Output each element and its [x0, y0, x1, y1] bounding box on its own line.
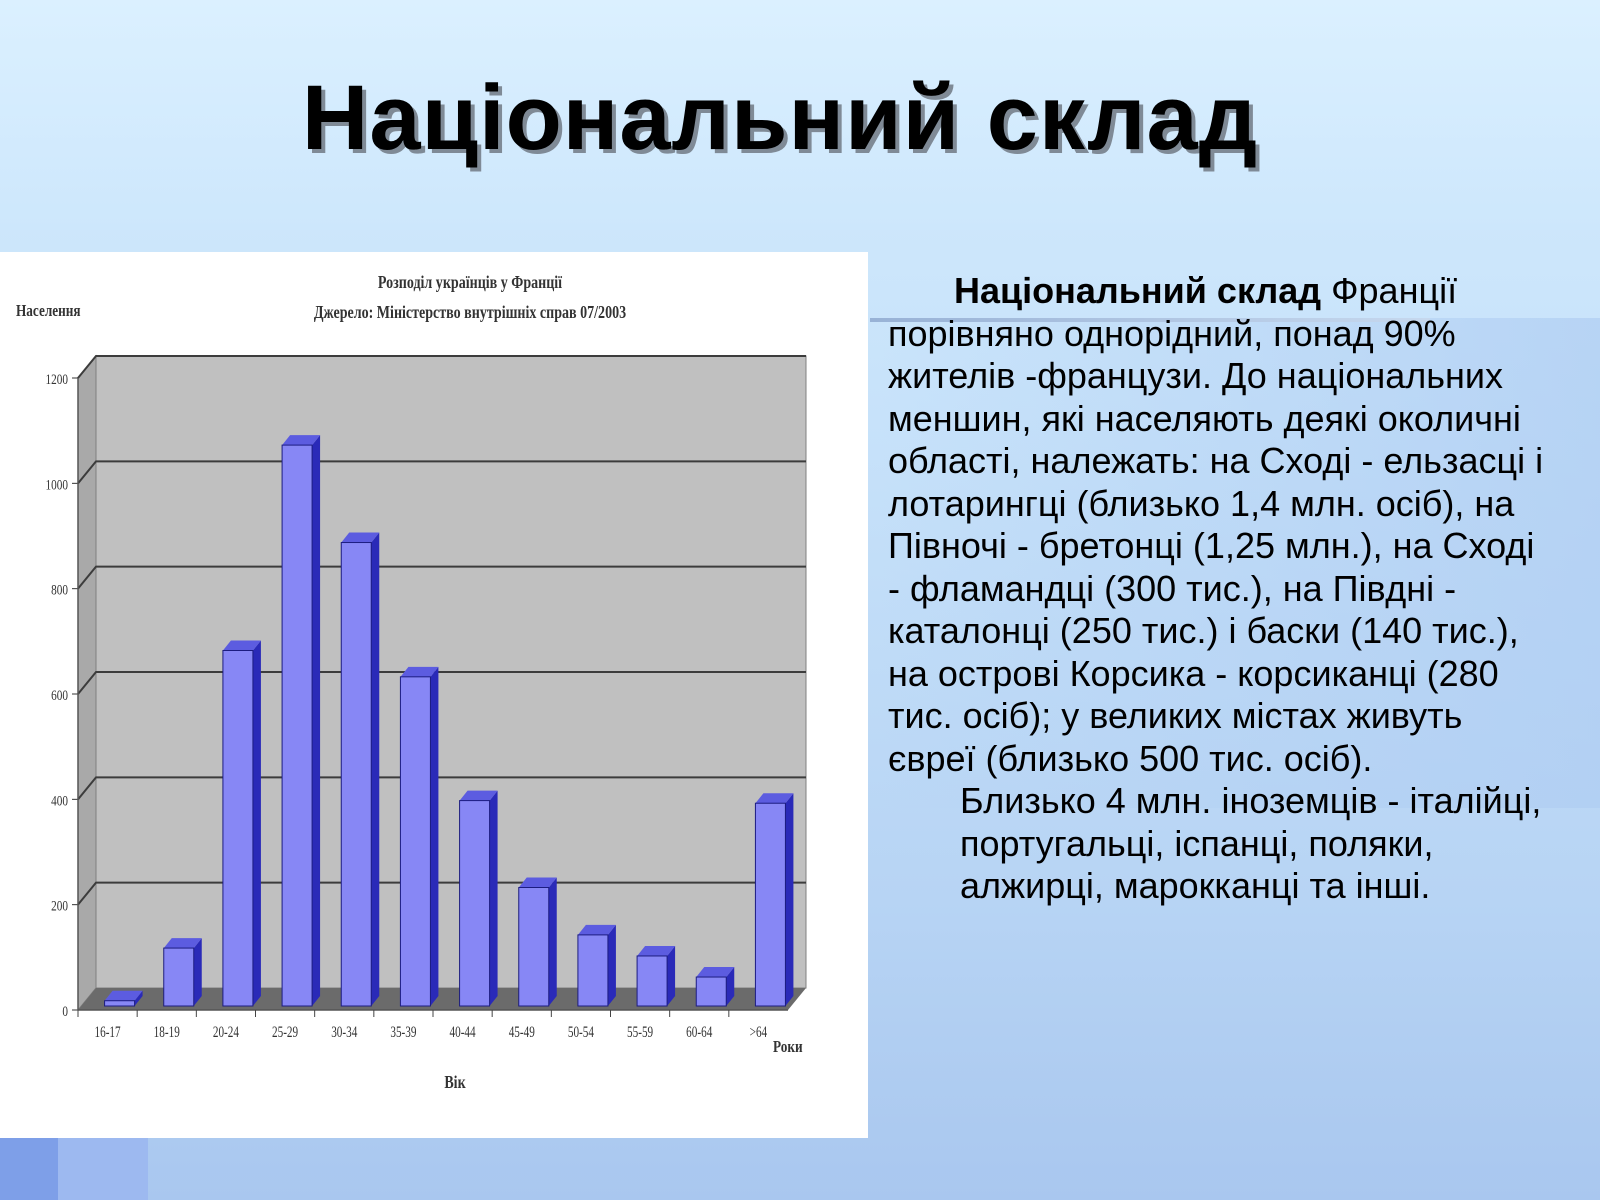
header-band — [0, 0, 1600, 230]
x-tick-label: 40-44 — [450, 1023, 476, 1040]
y-tick-label: 800 — [51, 581, 68, 598]
bar — [459, 800, 491, 1007]
bar — [518, 887, 550, 1007]
bar-top — [577, 924, 616, 935]
bar — [163, 947, 195, 1007]
gridline — [77, 671, 806, 695]
slide-title: Національний склад — [301, 67, 1259, 169]
y-tick-label: 600 — [51, 686, 68, 703]
y-tick-label: 0 — [62, 1002, 68, 1019]
x-tick-label: >64 — [750, 1023, 768, 1040]
x-tick-label: 45-49 — [509, 1023, 535, 1040]
bar-top — [459, 790, 498, 801]
x-tick-label: 35-39 — [390, 1023, 416, 1040]
bar-top — [400, 666, 439, 677]
bar-side — [607, 924, 616, 1006]
bar-side — [193, 938, 202, 1006]
bar — [754, 802, 786, 1007]
bar — [222, 650, 254, 1007]
chart-panel: 0 200 400 600 800 1000 1200 16-17 18-19 20-24 25-2… — [0, 252, 868, 1138]
bar-side — [548, 877, 557, 1006]
corner-block — [0, 1136, 58, 1200]
x-tick-label: 30-34 — [331, 1023, 357, 1040]
bar — [340, 542, 372, 1007]
text-backdrop — [880, 318, 1600, 808]
x-tick-label: 18-19 — [154, 1023, 180, 1040]
bar-top — [282, 435, 321, 446]
bar — [281, 444, 313, 1007]
lead-bold-text: Національний склад — [954, 270, 1322, 311]
bar-top — [755, 793, 794, 804]
bar-side — [371, 532, 380, 1006]
bar-side — [667, 945, 676, 1006]
x-tick-label: 25-29 — [272, 1023, 298, 1040]
y-tick-label: 1000 — [46, 476, 69, 493]
bar-top — [341, 532, 380, 543]
bar-side — [312, 435, 321, 1007]
x-tick-label: 55-59 — [627, 1023, 653, 1040]
bar-top — [222, 640, 261, 651]
y-tick-label: 1200 — [46, 370, 69, 387]
bar-top — [696, 967, 735, 978]
x-axis-label: Вік — [444, 1074, 466, 1093]
x-tick-label: 60-64 — [686, 1023, 712, 1040]
y-tick-label: 200 — [51, 897, 68, 914]
chart-subtitle: Джерело: Міністерство внутрішніх справ 0… — [314, 304, 626, 323]
bar — [636, 955, 668, 1007]
chart-title: Розподіл українців у Франції — [378, 274, 563, 293]
bar-top — [163, 938, 202, 949]
body-text: Національний склад Франції порівняно одн… — [888, 270, 1548, 908]
gridline — [77, 460, 806, 484]
bar-side — [252, 640, 261, 1006]
x-tick-label: 20-24 — [213, 1023, 239, 1040]
bar — [695, 976, 727, 1007]
x-tick-label: 50-54 — [568, 1023, 594, 1040]
corner-block-light — [58, 1136, 148, 1200]
paragraph-2: Близько 4 млн. іноземців - італійці, пор… — [960, 780, 1542, 906]
y-tick-label: 400 — [51, 792, 68, 809]
bar-chart: 0 200 400 600 800 1000 1200 16-17 18-19 20-24 25-2… — [16, 274, 807, 1093]
y-axis-label: Населення — [16, 302, 81, 321]
bar-top — [518, 877, 557, 888]
gridline — [77, 776, 806, 800]
text-divider — [870, 318, 1430, 322]
x-tick-label: 16-17 — [95, 1023, 121, 1040]
bar-side — [134, 990, 143, 1006]
gridline — [77, 881, 806, 906]
bar — [104, 1000, 136, 1007]
gridline — [77, 565, 806, 590]
bar — [399, 676, 431, 1007]
gridline — [77, 355, 806, 379]
bar-top — [637, 945, 676, 956]
bar-top — [104, 990, 143, 1001]
bar — [577, 934, 609, 1007]
bar-side — [785, 793, 794, 1006]
paragraph-1: Франції порівняно однорідний, понад 90% … — [888, 270, 1544, 779]
x-unit-label: Роки — [773, 1038, 803, 1057]
bar-side — [726, 967, 735, 1006]
bar-side — [430, 666, 439, 1006]
bar-side — [489, 790, 498, 1006]
